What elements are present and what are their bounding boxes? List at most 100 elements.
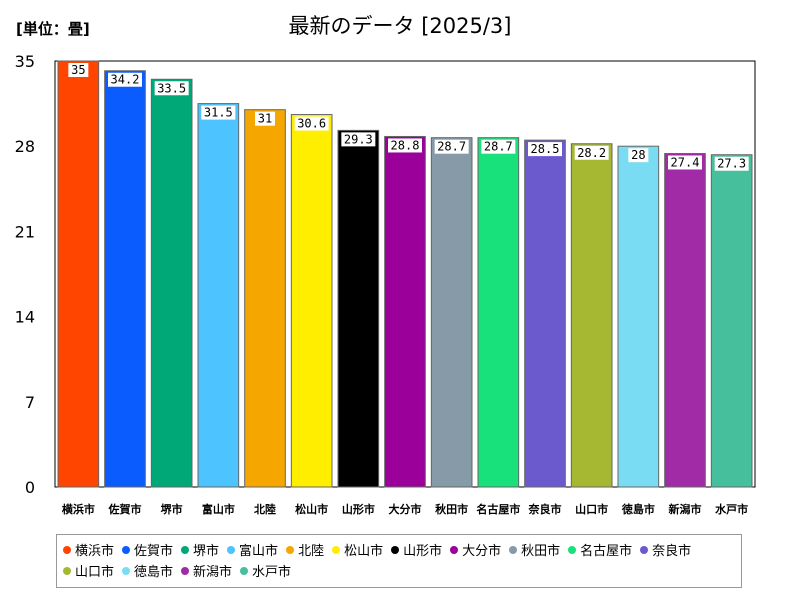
legend-swatch xyxy=(122,545,131,554)
x-tick-label: 佐賀市 xyxy=(108,502,142,516)
legend-swatch xyxy=(509,545,518,554)
data-label: 33.5 xyxy=(157,81,186,95)
data-label: 28.2 xyxy=(577,146,606,160)
legend-swatch xyxy=(568,545,577,554)
x-tick-label: 北陸 xyxy=(254,502,276,516)
legend-label: 松山市 xyxy=(344,544,384,559)
bar-chart: 0 7 14 21 28 35 35 横浜市 34.2 佐賀市 33.5 堺市 31.5 富山市 31 北陸 3… xyxy=(15,52,756,516)
data-label: 27.4 xyxy=(671,156,700,170)
unit-label: [単位：畳] xyxy=(16,20,90,38)
legend-label: 山口市 xyxy=(75,565,115,580)
x-tick-label: 松山市 xyxy=(295,502,328,516)
legend-label: 秋田市 xyxy=(521,544,561,559)
legend: 横浜市 佐賀市 堺市 富山市 北陸 松山市 山形市 大分市 秋田市 名古屋市 奈良市山口市 徳島市 新潟… xyxy=(56,534,742,588)
data-label-bg xyxy=(341,132,376,147)
legend-item: 徳島市 xyxy=(122,560,173,581)
data-label-bg xyxy=(628,148,649,163)
bar xyxy=(384,135,426,488)
legend-item: 北陸 xyxy=(286,539,324,560)
data-label-bg xyxy=(294,116,329,131)
legend-label: 名古屋市 xyxy=(580,544,633,559)
x-tick-label: 大分市 xyxy=(389,502,422,516)
legend-label: 富山市 xyxy=(239,544,279,559)
x-tick-label: 秋田市 xyxy=(435,502,468,516)
legend-label: 徳島市 xyxy=(134,565,174,580)
legend-item: 横浜市 xyxy=(63,539,114,560)
data-label: 28.5 xyxy=(531,142,560,156)
chart-title: 最新のデータ [2025/3] xyxy=(288,14,512,38)
bar xyxy=(244,109,286,488)
bar xyxy=(617,145,660,488)
data-label-bg xyxy=(668,155,702,170)
data-label-bg xyxy=(434,139,469,154)
legend-swatch xyxy=(63,545,71,554)
legend-swatch xyxy=(122,566,131,575)
legend-swatch xyxy=(63,566,71,575)
legend-swatch xyxy=(286,545,295,554)
y-tick-label: 0 xyxy=(25,478,35,497)
x-tick-label: 横浜市 xyxy=(62,502,95,516)
y-tick-label: 35 xyxy=(15,52,35,71)
data-label: 31.5 xyxy=(204,106,233,120)
x-tick-label: 堺市 xyxy=(161,502,183,516)
data-label: 29.3 xyxy=(344,132,373,146)
data-label-bg xyxy=(255,111,275,126)
data-label-bg xyxy=(68,63,89,77)
legend-item: 名古屋市 xyxy=(568,539,632,560)
y-tick-label: 28 xyxy=(15,137,35,156)
data-label: 30.6 xyxy=(297,117,326,131)
legend-swatch xyxy=(450,545,459,554)
legend-swatch xyxy=(640,545,649,554)
legend-label: 堺市 xyxy=(193,544,220,559)
bar xyxy=(570,143,613,488)
x-tick-label: 奈良市 xyxy=(528,502,562,516)
y-tick-label: 7 xyxy=(25,393,35,412)
data-label: 35 xyxy=(71,63,85,77)
legend-swatch xyxy=(227,545,236,554)
data-label-bg xyxy=(528,142,562,157)
data-label-bg xyxy=(388,138,422,153)
legend-item: 堺市 xyxy=(181,539,219,560)
data-label-bg xyxy=(574,145,609,160)
legend-item: 奈良市 xyxy=(640,539,691,560)
legend-item: 佐賀市 xyxy=(122,539,173,560)
bar xyxy=(664,153,706,488)
data-label: 28.7 xyxy=(437,140,466,154)
data-label-bg xyxy=(108,72,142,87)
legend-swatch xyxy=(181,545,190,554)
data-label: 31 xyxy=(258,112,272,126)
data-label-bg xyxy=(154,81,189,96)
legend-swatch xyxy=(181,566,190,575)
legend-item: 水戸市 xyxy=(240,560,291,581)
bar xyxy=(477,137,520,488)
legend-item: 松山市 xyxy=(332,539,383,560)
legend-label: 新潟市 xyxy=(193,565,233,580)
legend-item: 新潟市 xyxy=(181,560,232,581)
bar xyxy=(524,139,566,488)
legend-item: 秋田市 xyxy=(509,539,560,560)
legend-item: 山形市 xyxy=(391,539,442,560)
bar xyxy=(430,137,473,488)
x-tick-label: 名古屋市 xyxy=(476,502,520,516)
legend-label: 大分市 xyxy=(462,544,502,559)
bar xyxy=(57,60,100,488)
y-tick-label: 21 xyxy=(15,222,35,241)
bar xyxy=(150,78,193,488)
data-label: 28.7 xyxy=(484,140,513,154)
legend-label: 横浜市 xyxy=(75,544,115,559)
legend-item: 大分市 xyxy=(450,539,501,560)
legend-swatch xyxy=(240,566,249,575)
x-tick-label: 新潟市 xyxy=(669,502,702,516)
x-tick-label: 山形市 xyxy=(342,502,375,516)
legend-label: 山形市 xyxy=(403,544,443,559)
legend-item: 山口市 xyxy=(63,560,114,581)
data-label: 28 xyxy=(631,148,645,162)
data-label: 27.3 xyxy=(717,157,746,171)
data-label-bg xyxy=(201,105,236,120)
data-label: 28.8 xyxy=(391,138,420,152)
x-tick-label: 水戸市 xyxy=(715,502,748,516)
bar xyxy=(104,70,146,488)
legend-label: 北陸 xyxy=(298,544,325,559)
data-label-bg xyxy=(481,139,516,154)
legend-label: 水戸市 xyxy=(252,565,292,580)
